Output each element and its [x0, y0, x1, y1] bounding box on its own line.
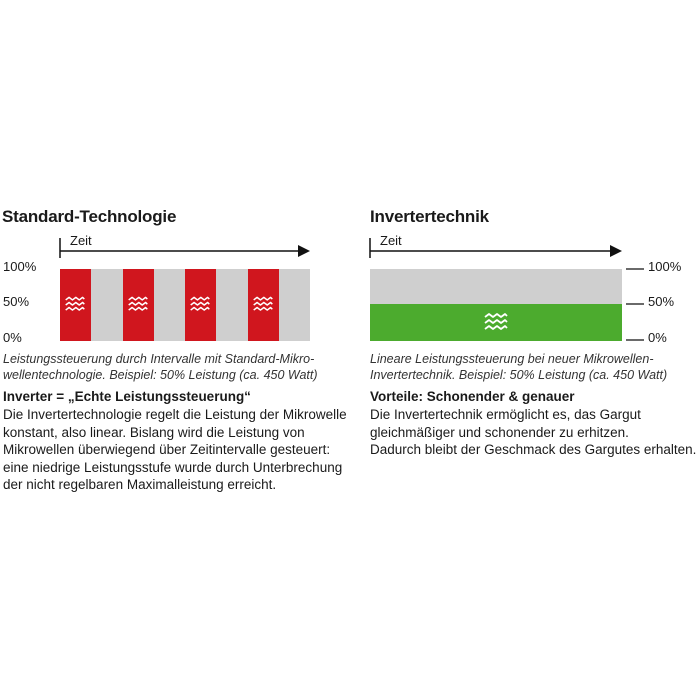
inverter-y-ticks	[626, 268, 644, 341]
inverter-power-chart	[370, 269, 622, 341]
standard-caption: Leistungssteuerung durch Intervalle mit …	[3, 351, 348, 383]
microwave-wave-icon	[252, 296, 273, 311]
standard-y-label-0: 0%	[3, 330, 22, 345]
inverter-time-arrow	[369, 238, 622, 258]
standard-body: Die Invertertechnologie regelt die Leist…	[3, 406, 353, 494]
inverter-time-label: Zeit	[380, 233, 402, 248]
standard-y-label-100: 100%	[3, 259, 37, 274]
standard-body-line: Mikrowellen überwiegend über Zeitinterva…	[3, 442, 331, 457]
microwave-wave-icon	[484, 313, 508, 330]
inverter-caption-line: Lineare Leistungssteuerung bei neuer Mik…	[370, 352, 654, 366]
inverter-y-label-50: 50%	[648, 294, 675, 309]
power-pulse-2	[122, 269, 154, 341]
standard-power-chart	[60, 269, 310, 341]
inverter-technology-title: Invertertechnik	[370, 207, 489, 226]
standard-time-label: Zeit	[70, 233, 92, 248]
microwave-wave-icon	[127, 296, 148, 311]
inverter-y-label-100: 100%	[648, 259, 682, 274]
standard-time-arrow	[59, 238, 310, 258]
standard-subheading: Inverter = „Echte Leistungssteuerung“	[3, 389, 251, 404]
power-pulse-4	[247, 269, 279, 341]
inverter-body-line: Die Invertertechnik ermöglicht es, das G…	[370, 407, 641, 422]
standard-technology-title: Standard-Technologie	[2, 207, 177, 226]
inverter-power-bar	[370, 304, 622, 341]
standard-y-label-50: 50%	[3, 294, 30, 309]
microwave-wave-icon	[65, 296, 85, 311]
standard-caption-line: Leistungssteuerung durch Intervalle mit …	[3, 352, 315, 366]
power-pulse-3	[185, 269, 216, 341]
inverter-body-line: Dadurch bleibt der Geschmack des Gargute…	[370, 442, 697, 457]
inverter-subheading: Vorteile: Schonender & genauer	[370, 389, 575, 404]
standard-caption-line: wellentechnologie. Beispiel: 50% Leistun…	[3, 368, 318, 382]
inverter-caption: Lineare Leistungssteuerung bei neuer Mik…	[370, 351, 695, 383]
inverter-body-line: gleichmäßiger und schonender zu erhitzen…	[370, 424, 629, 440]
inverter-y-label-0: 0%	[648, 330, 667, 345]
inverter-body: Die Invertertechnik ermöglicht es, das G…	[370, 406, 700, 459]
power-pulse-1	[60, 269, 91, 341]
microwave-wave-icon	[190, 296, 210, 311]
standard-body-line: der nicht regelbaren Maximalleistung err…	[3, 477, 277, 492]
standard-body-line: eine niedrige Leistungsstufe wurde durch…	[3, 459, 343, 475]
standard-body-line: Die Invertertechnologie regelt die Leist…	[3, 407, 347, 422]
inverter-caption-line: Invertertechnik. Beispiel: 50% Leistung …	[370, 368, 668, 382]
standard-body-line: konstant, also linear. Bislang wird die …	[3, 424, 305, 440]
